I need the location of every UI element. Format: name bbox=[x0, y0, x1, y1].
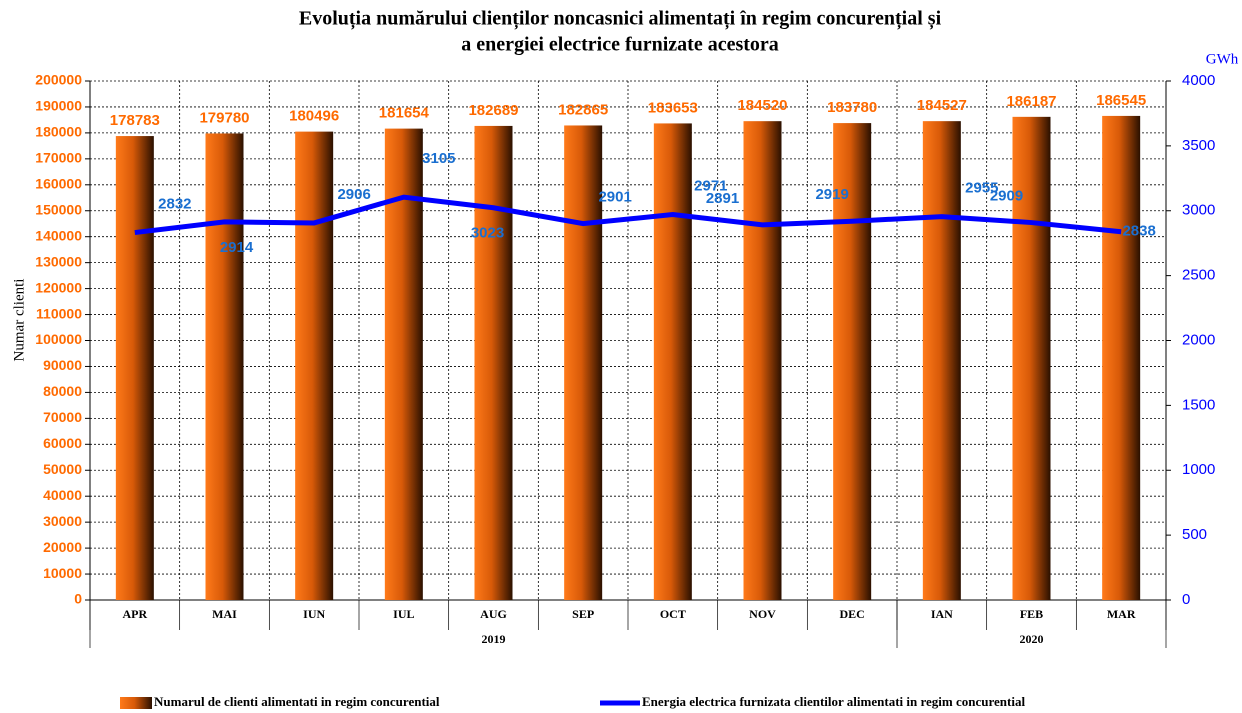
bar-value-label: 183780 bbox=[827, 99, 877, 116]
y-tick-label: 70000 bbox=[43, 409, 82, 425]
y-tick-label: 10000 bbox=[43, 565, 82, 581]
line-value-label: 2971 bbox=[694, 177, 727, 194]
group-label: 2019 bbox=[482, 632, 506, 646]
y2-tick-label: 2500 bbox=[1182, 267, 1215, 284]
y-tick-label: 20000 bbox=[43, 539, 82, 555]
bar bbox=[564, 125, 603, 600]
bar bbox=[743, 121, 782, 601]
bar bbox=[205, 133, 244, 601]
y-tick-label: 160000 bbox=[35, 176, 82, 192]
bar-value-label: 178783 bbox=[110, 112, 160, 129]
line-value-label: 3105 bbox=[422, 150, 455, 167]
bar-value-label: 186545 bbox=[1096, 92, 1146, 109]
y-tick-label: 40000 bbox=[43, 487, 82, 503]
chart-title: Evoluția numărului clienților noncasnici… bbox=[299, 8, 942, 31]
y-tick-label: 90000 bbox=[43, 357, 82, 373]
line-value-label: 2919 bbox=[815, 186, 848, 203]
x-tick-label: IUN bbox=[303, 607, 325, 621]
x-tick-label: OCT bbox=[660, 607, 686, 621]
line-value-label: 2832 bbox=[158, 196, 191, 213]
y2-tick-label: 3000 bbox=[1182, 202, 1215, 219]
line-value-label: 2891 bbox=[706, 190, 739, 207]
line-value-label: 2914 bbox=[220, 239, 254, 256]
x-tick-label: MAI bbox=[212, 607, 237, 621]
bar-value-label: 181654 bbox=[379, 105, 430, 122]
x-tick-label: FEB bbox=[1020, 607, 1043, 621]
y-tick-label: 30000 bbox=[43, 513, 82, 529]
bar-value-label: 179780 bbox=[199, 109, 249, 126]
bar bbox=[384, 128, 423, 601]
bar bbox=[295, 131, 334, 600]
x-tick-label: MAR bbox=[1107, 607, 1136, 621]
legend-label: Energia electrica furnizata clientilor a… bbox=[642, 694, 1025, 709]
y-tick-label: 0 bbox=[74, 591, 82, 607]
y-tick-label: 140000 bbox=[35, 227, 82, 243]
x-tick-label: IAN bbox=[931, 607, 953, 621]
x-tick-label: AUG bbox=[480, 607, 507, 621]
y2-tick-label: 1000 bbox=[1182, 461, 1215, 478]
x-tick-label: NOV bbox=[749, 607, 776, 621]
group-label: 2020 bbox=[1020, 632, 1044, 646]
y-tick-label: 170000 bbox=[35, 150, 82, 166]
bar-value-label: 182865 bbox=[558, 101, 608, 118]
x-tick-label: DEC bbox=[839, 607, 864, 621]
bar-value-label: 183653 bbox=[648, 99, 698, 116]
line-value-label: 2838 bbox=[1122, 223, 1155, 240]
y-axis-label: Numar clienti bbox=[11, 279, 27, 362]
line-value-label: 2955 bbox=[965, 180, 998, 197]
y-tick-label: 80000 bbox=[43, 383, 82, 399]
bar-value-label: 184527 bbox=[917, 97, 967, 114]
y-tick-label: 180000 bbox=[35, 124, 82, 140]
y2-tick-label: 2000 bbox=[1182, 331, 1215, 348]
legend-swatch bbox=[120, 697, 152, 709]
y-tick-label: 190000 bbox=[35, 98, 82, 114]
bar bbox=[1102, 115, 1141, 601]
bar-value-label: 182689 bbox=[468, 102, 518, 119]
bar-value-label: 180496 bbox=[289, 108, 339, 125]
bar bbox=[653, 123, 692, 600]
x-tick-label: APR bbox=[122, 607, 147, 621]
y-tick-label: 110000 bbox=[36, 305, 82, 321]
y2-tick-label: 4000 bbox=[1182, 72, 1215, 89]
x-tick-label: IUL bbox=[393, 607, 414, 621]
y2-tick-label: 0 bbox=[1182, 591, 1190, 608]
y-tick-label: 50000 bbox=[43, 461, 82, 477]
line-value-label: 2909 bbox=[990, 188, 1023, 205]
bar bbox=[922, 121, 961, 600]
y2-tick-label: 3500 bbox=[1182, 137, 1215, 154]
y-tick-label: 200000 bbox=[35, 72, 82, 88]
line-value-label: 3023 bbox=[471, 225, 504, 242]
legend-label: Numarul de clienti alimentati in regim c… bbox=[154, 694, 440, 709]
bar bbox=[833, 123, 872, 601]
y-tick-label: 120000 bbox=[35, 279, 82, 295]
x-tick-label: SEP bbox=[572, 607, 594, 621]
bar bbox=[115, 136, 154, 601]
y-tick-label: 150000 bbox=[35, 201, 82, 217]
y-tick-label: 60000 bbox=[43, 435, 82, 451]
y2-tick-label: 500 bbox=[1182, 526, 1207, 543]
y-tick-label: 100000 bbox=[35, 331, 82, 347]
y2-axis-label: GWh bbox=[1206, 51, 1239, 67]
bar-value-label: 184520 bbox=[737, 97, 787, 114]
bar bbox=[1012, 116, 1051, 601]
y2-tick-label: 1500 bbox=[1182, 396, 1215, 413]
chart-title: a energiei electrice furnizate acestora bbox=[461, 34, 779, 56]
line-value-label: 2901 bbox=[598, 189, 631, 206]
bar bbox=[474, 125, 513, 600]
line bbox=[134, 194, 1122, 236]
y-tick-label: 130000 bbox=[35, 253, 82, 269]
bar-value-label: 186187 bbox=[1006, 93, 1056, 110]
line-value-label: 2906 bbox=[337, 186, 370, 203]
